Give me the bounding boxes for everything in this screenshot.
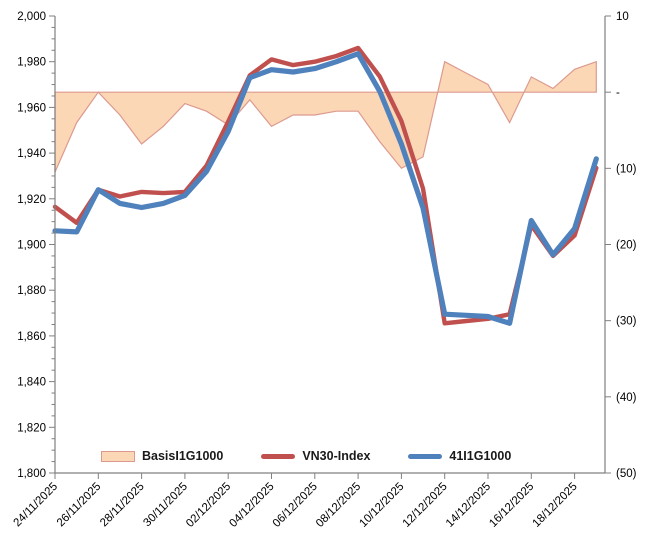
left-axis-tick-label: 1,800 [17, 468, 46, 480]
futures-line-series [52, 51, 599, 326]
right-axis-tick-label: (30) [616, 316, 637, 328]
left-axis-tick-label: 1,960 [17, 102, 46, 114]
legend: BasisI1G1000 VN30-Index 41I1G1000 [101, 447, 511, 465]
x-axis-tick-label: 16/12/2025 [487, 481, 536, 530]
x-axis-tick-label: 12/12/2025 [401, 481, 450, 530]
x-axis-tick-label: 18/12/2025 [531, 481, 580, 530]
left-axis-tick-label: 1,840 [17, 377, 46, 389]
x-axis-tick-label: 28/11/2025 [98, 481, 147, 530]
x-axis-tick-label: 10/12/2025 [357, 481, 406, 530]
futures-line-swatch-icon [408, 453, 443, 459]
x-axis-tick-label: 30/11/2025 [141, 481, 190, 530]
vn30-index-line-series [52, 45, 599, 326]
left-axis-tick-label: 2,000 [17, 11, 46, 23]
right-axis-tick-label: (10) [616, 163, 637, 175]
basis-area-swatch-icon [101, 450, 135, 462]
legend-label-basis: BasisI1G1000 [142, 449, 224, 463]
legend-item-basis: BasisI1G1000 [101, 449, 223, 463]
right-axis-tick-label: - [616, 87, 620, 99]
right-axis-tick-label: (40) [616, 392, 637, 404]
left-axis-tick-label: 1,820 [17, 422, 46, 434]
right-axis-tick-label: (20) [616, 239, 637, 251]
left-axis-tick-label: 1,920 [17, 194, 46, 206]
x-axis-tick-label: 08/12/2025 [314, 481, 363, 530]
x-axis-tick-label: 02/12/2025 [184, 481, 233, 530]
x-axis-tick-label: 26/11/2025 [55, 481, 104, 530]
x-axis-tick-label: 14/12/2025 [444, 481, 493, 530]
left-axis-tick-label: 1,880 [17, 285, 46, 297]
x-axis-tick-label: 24/11/2025 [12, 481, 61, 530]
right-axis-tick-label: (50) [616, 468, 637, 480]
legend-item-futures: 41I1G1000 [408, 449, 511, 463]
right-axis-tick-label: 10 [616, 11, 629, 23]
left-axis-tick-label: 1,980 [17, 57, 46, 69]
x-axis-tick-label: 06/12/2025 [271, 481, 320, 530]
left-axis-tick-label: 1,900 [17, 240, 46, 252]
vn30-line-swatch-icon [261, 453, 296, 459]
x-axis-tick-label: 04/12/2025 [227, 481, 276, 530]
left-axis-tick-label: 1,940 [17, 148, 46, 160]
left-axis-tick-label: 1,860 [17, 331, 46, 343]
basis-area-series [54, 60, 597, 173]
legend-label-futures: 41I1G1000 [449, 449, 512, 463]
legend-label-vn30: VN30-Index [302, 449, 371, 463]
legend-item-vn30: VN30-Index [261, 449, 370, 463]
